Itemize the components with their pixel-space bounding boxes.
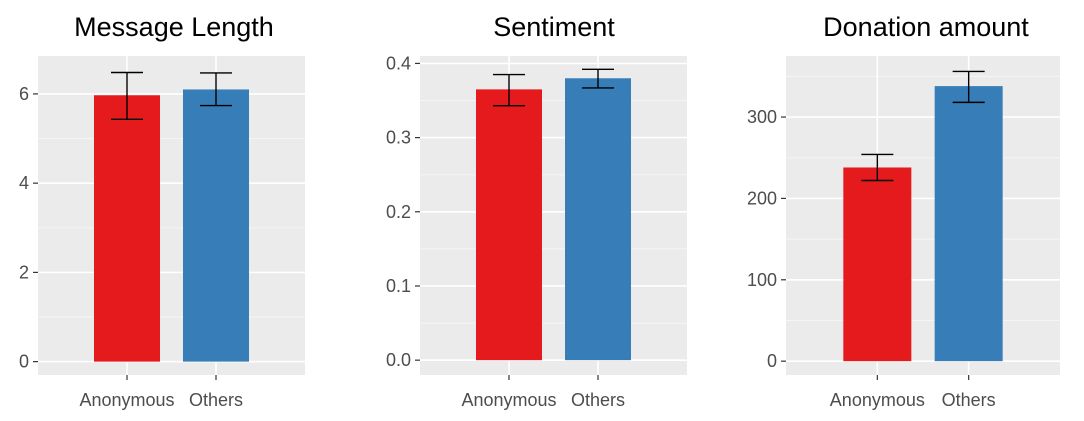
x-tick-label: Anonymous xyxy=(79,390,174,410)
y-tick-label: 2 xyxy=(19,262,29,282)
bar-anonymous xyxy=(476,89,542,361)
chart-panel-donation-amount: Donation amount 0 100 200 300 Anonymous Other… xyxy=(710,0,1084,421)
bar-anonymous xyxy=(843,167,912,362)
y-tick-label: 0.2 xyxy=(386,202,411,222)
y-tick-label: 0 xyxy=(19,352,29,372)
y-tick-label: 0.0 xyxy=(386,350,411,370)
chart-panel-message-length: Message Length 0 2 4 6 Anonymous Others xyxy=(0,0,320,421)
x-tick-label: Anonymous xyxy=(830,390,925,410)
chart-donation-amount: Donation amount 0 100 200 300 Anonymous Other… xyxy=(747,12,1060,410)
plot-panel xyxy=(38,56,305,375)
y-tick-label: 200 xyxy=(747,188,777,208)
x-tick-label: Others xyxy=(942,390,996,410)
chart-title: Sentiment xyxy=(493,12,615,42)
bar-others xyxy=(934,86,1003,362)
y-tick-label: 0.1 xyxy=(386,276,411,296)
y-tick-label: 0.4 xyxy=(386,53,411,73)
chart-title: Message Length xyxy=(74,12,274,42)
chart-title: Donation amount xyxy=(823,12,1029,42)
plot-panel xyxy=(786,56,1060,375)
y-tick-label: 6 xyxy=(19,84,29,104)
y-tick-label: 4 xyxy=(19,173,29,193)
bar-anonymous xyxy=(94,95,160,362)
bar-others xyxy=(183,89,249,362)
y-tick-label: 0.3 xyxy=(386,128,411,148)
y-tick-label: 300 xyxy=(747,107,777,127)
y-tick-label: 0 xyxy=(767,351,777,371)
chart-message-length: Message Length 0 2 4 6 Anonymous Others xyxy=(19,12,305,410)
bar-others xyxy=(565,78,631,361)
x-tick-label: Anonymous xyxy=(461,390,556,410)
chart-panel-sentiment: Sentiment 0.0 0.1 0.2 0.3 0.4 Anonymous Others xyxy=(340,0,700,421)
x-tick-label: Others xyxy=(571,390,625,410)
plot-panel xyxy=(420,56,687,375)
chart-sentiment: Sentiment 0.0 0.1 0.2 0.3 0.4 Anonymous Others xyxy=(386,12,687,410)
x-tick-label: Others xyxy=(189,390,243,410)
y-tick-label: 100 xyxy=(747,270,777,290)
